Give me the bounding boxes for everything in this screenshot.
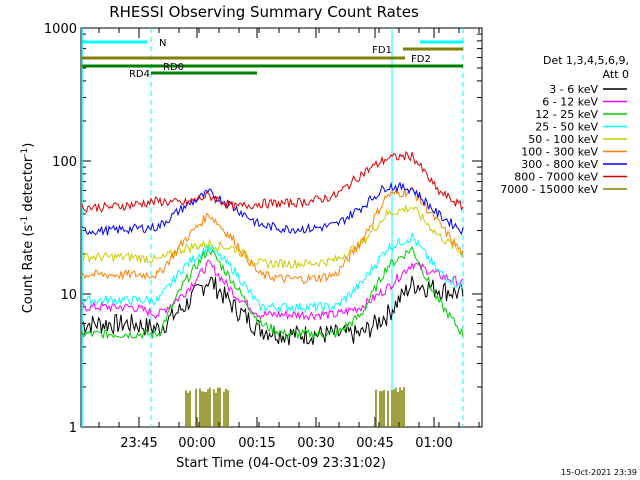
y-tick-label: 1000 bbox=[44, 22, 77, 37]
x-tick-label: 00:45 bbox=[356, 436, 393, 451]
flag-bars: N FD1 FD2 RD0 RD4 bbox=[82, 38, 463, 80]
series-line bbox=[81, 204, 464, 270]
plot-frame bbox=[80, 27, 483, 428]
chart-title: RHESSI Observing Summary Count Rates bbox=[109, 3, 419, 21]
flag-label: RD0 bbox=[163, 62, 184, 73]
series-line bbox=[81, 275, 464, 346]
x-tick-label: 00:30 bbox=[297, 436, 334, 451]
y-tick-label: 10 bbox=[60, 288, 77, 303]
x-tick-label: 00:15 bbox=[238, 436, 275, 451]
flag-label: FD1 bbox=[372, 45, 392, 56]
series-layer bbox=[81, 150, 464, 427]
x-axis-label: Start Time (04-Oct-09 23:31:02) bbox=[176, 456, 386, 471]
legend-label: 50 - 100 keV bbox=[528, 133, 598, 146]
series-line bbox=[81, 259, 464, 321]
flag-label: FD2 bbox=[411, 54, 431, 65]
x-tick-label: 00:00 bbox=[178, 436, 215, 451]
series-line bbox=[81, 231, 464, 314]
flag-label: RD4 bbox=[129, 69, 150, 80]
attenuator-lines bbox=[81, 28, 464, 427]
flag-label: N bbox=[159, 38, 166, 49]
legend-label: 300 - 800 keV bbox=[521, 158, 598, 171]
y-tick-label: 1 bbox=[69, 421, 77, 436]
legend-label: 7000 - 15000 keV bbox=[500, 183, 598, 196]
legend-title-line1: Det 1,3,4,5,6,9, bbox=[543, 54, 629, 67]
legend-label: 6 - 12 keV bbox=[542, 96, 598, 109]
series-line bbox=[81, 181, 464, 237]
timestamp: 15-Oct-2021 23:39 bbox=[561, 468, 637, 477]
legend-label: 12 - 25 keV bbox=[535, 108, 598, 121]
y-axis-label: Count Rate (s-1 detector-1) bbox=[20, 143, 36, 314]
y-tick-label: 100 bbox=[52, 155, 77, 170]
axis-ticks: 1 10 100 1000 23:45 00:00 00:15 00:30 00:45 01:00 bbox=[44, 22, 482, 451]
legend-label: 3 - 6 keV bbox=[549, 83, 598, 96]
x-tick-label: 23:45 bbox=[120, 436, 157, 451]
series-line bbox=[81, 245, 464, 341]
legend-label: 100 - 300 keV bbox=[521, 146, 598, 159]
series-line bbox=[81, 186, 464, 285]
legend-label: 800 - 7000 keV bbox=[514, 171, 598, 184]
legend-title-line2: Att 0 bbox=[603, 68, 629, 81]
legend-label: 25 - 50 keV bbox=[535, 121, 598, 134]
x-tick-label: 01:00 bbox=[415, 436, 452, 451]
series-line bbox=[81, 150, 464, 213]
